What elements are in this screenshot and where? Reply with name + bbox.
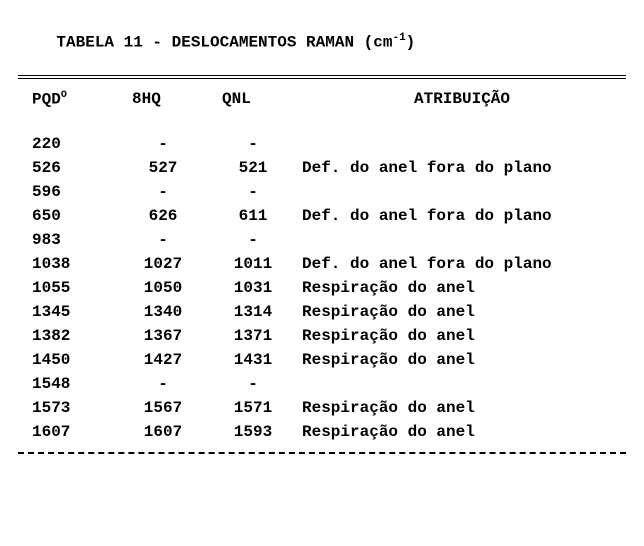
cell-pqd: 1607 <box>18 420 118 444</box>
table-row: 983 - - <box>18 228 626 252</box>
cell-8hq: - <box>118 180 208 204</box>
top-double-rule <box>18 75 626 79</box>
table-row: 596 - - <box>18 180 626 204</box>
col-header-pqd: PQDO <box>18 87 118 111</box>
col-header-attr: ATRIBUIÇÃO <box>298 87 626 111</box>
cell-8hq: 1340 <box>118 300 208 324</box>
document-page: TABELA 11 - DESLOCAMENTOS RAMAN (cm-1) P… <box>0 0 644 546</box>
cell-qnl: 521 <box>208 156 298 180</box>
cell-qnl: 1431 <box>208 348 298 372</box>
cell-8hq: 1427 <box>118 348 208 372</box>
cell-8hq: - <box>118 132 208 156</box>
cell-pqd: 526 <box>18 156 118 180</box>
cell-pqd: 1382 <box>18 324 118 348</box>
header-spacer <box>18 112 626 132</box>
cell-qnl: 1593 <box>208 420 298 444</box>
table-row: 650 626 611 Def. do anel fora do plano <box>18 204 626 228</box>
raman-table: PQDO 8HQ QNL ATRIBUIÇÃO 220 - - 526 527 … <box>18 87 626 443</box>
cell-pqd: 1345 <box>18 300 118 324</box>
table-row: 220 - - <box>18 132 626 156</box>
table-row: 1573 1567 1571 Respiração do anel <box>18 396 626 420</box>
col-header-8hq: 8HQ <box>118 87 208 111</box>
cell-8hq: - <box>118 372 208 396</box>
cell-pqd: 1055 <box>18 276 118 300</box>
cell-qnl: 1571 <box>208 396 298 420</box>
cell-qnl: 611 <box>208 204 298 228</box>
cell-attr: Def. do anel fora do plano <box>298 156 626 180</box>
cell-pqd: 1548 <box>18 372 118 396</box>
cell-8hq: 1567 <box>118 396 208 420</box>
col-header-qnl: QNL <box>208 87 298 111</box>
cell-pqd: 1450 <box>18 348 118 372</box>
cell-qnl: 1314 <box>208 300 298 324</box>
col-header-pqd-sup: O <box>61 90 67 101</box>
cell-8hq: 1607 <box>118 420 208 444</box>
table-row: 1548 - - <box>18 372 626 396</box>
cell-qnl: - <box>208 132 298 156</box>
table-row: 526 527 521 Def. do anel fora do plano <box>18 156 626 180</box>
bottom-dashed-rule <box>18 452 626 454</box>
cell-8hq: 1367 <box>118 324 208 348</box>
table-body: 220 - - 526 527 521 Def. do anel fora do… <box>18 132 626 444</box>
title-exponent: -1 <box>392 32 405 44</box>
title-suffix: ) <box>406 33 416 51</box>
cell-pqd: 1573 <box>18 396 118 420</box>
cell-pqd: 650 <box>18 204 118 228</box>
table-row: 1055 1050 1031 Respiração do anel <box>18 276 626 300</box>
cell-attr <box>298 372 626 396</box>
table-header-row: PQDO 8HQ QNL ATRIBUIÇÃO <box>18 87 626 111</box>
cell-attr: Respiração do anel <box>298 300 626 324</box>
cell-attr: Respiração do anel <box>298 276 626 300</box>
cell-8hq: 1050 <box>118 276 208 300</box>
table-row: 1038 1027 1011 Def. do anel fora do plan… <box>18 252 626 276</box>
table-row: 1345 1340 1314 Respiração do anel <box>18 300 626 324</box>
cell-attr <box>298 132 626 156</box>
legend-line-1: PQDO - espécie oxidada de DPQ <box>18 516 626 546</box>
cell-8hq: 626 <box>118 204 208 228</box>
cell-qnl: - <box>208 372 298 396</box>
cell-attr <box>298 180 626 204</box>
table-row: 1382 1367 1371 Respiração do anel <box>18 324 626 348</box>
cell-qnl: 1371 <box>208 324 298 348</box>
legend-block: PQDO - espécie oxidada de DPQ 8HQ - 8-hi… <box>18 462 626 546</box>
title-prefix: TABELA 11 - DESLOCAMENTOS RAMAN (cm <box>56 33 392 51</box>
cell-attr: Def. do anel fora do plano <box>298 204 626 228</box>
cell-attr: Respiração do anel <box>298 396 626 420</box>
cell-attr: Def. do anel fora do plano <box>298 252 626 276</box>
cell-pqd: 983 <box>18 228 118 252</box>
col-header-pqd-text: PQD <box>32 91 61 109</box>
cell-attr: Respiração do anel <box>298 348 626 372</box>
cell-pqd: 1038 <box>18 252 118 276</box>
cell-attr <box>298 228 626 252</box>
cell-qnl: - <box>208 180 298 204</box>
cell-qnl: 1011 <box>208 252 298 276</box>
cell-8hq: 1027 <box>118 252 208 276</box>
cell-pqd: 220 <box>18 132 118 156</box>
table-row: 1450 1427 1431 Respiração do anel <box>18 348 626 372</box>
table-title: TABELA 11 - DESLOCAMENTOS RAMAN (cm-1) <box>18 14 626 69</box>
table-row: 1607 1607 1593 Respiração do anel <box>18 420 626 444</box>
cell-attr: Respiração do anel <box>298 324 626 348</box>
cell-qnl: 1031 <box>208 276 298 300</box>
cell-qnl: - <box>208 228 298 252</box>
cell-8hq: 527 <box>118 156 208 180</box>
cell-pqd: 596 <box>18 180 118 204</box>
cell-attr: Respiração do anel <box>298 420 626 444</box>
cell-8hq: - <box>118 228 208 252</box>
